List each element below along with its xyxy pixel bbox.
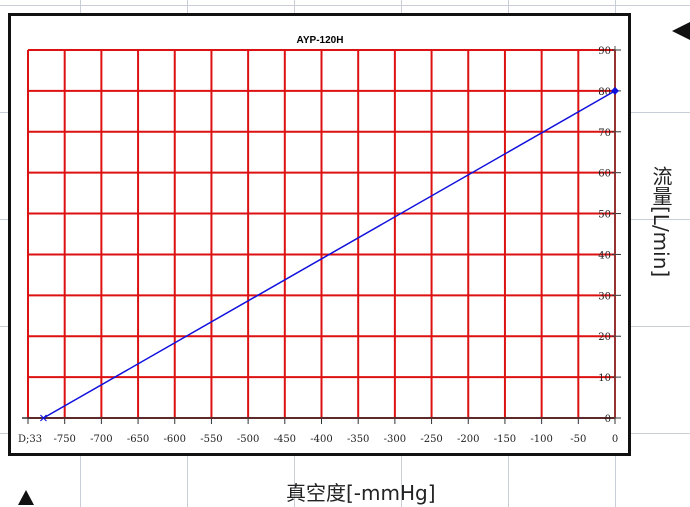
x-tick-label: -600 [164, 434, 186, 445]
y-tick-labels: 0 10 20 30 40 50 60 70 80 90 [598, 46, 611, 425]
series-line [43, 90, 616, 419]
x-tick-label: -200 [457, 434, 479, 445]
scroll-up-arrow-icon[interactable] [18, 490, 34, 505]
y-axis-label: 流量[L/min] [649, 166, 673, 278]
x-tick-label: -400 [310, 434, 332, 445]
scroll-left-arrow-icon[interactable] [672, 22, 690, 40]
data-point-end [611, 86, 619, 95]
y-tick-label: 40 [598, 250, 611, 261]
x-tick-label: -750 [53, 434, 75, 445]
y-tick-label: 90 [598, 46, 611, 57]
y-tick-label: 20 [598, 332, 611, 343]
x-tick-label: -100 [530, 434, 552, 445]
x-tick-label: -450 [274, 434, 296, 445]
x-tick-label: -550 [200, 434, 222, 445]
x-tick-label: -250 [420, 434, 442, 445]
y-tick-label: 50 [598, 210, 611, 221]
y-tick-label: 70 [598, 128, 611, 139]
x-tick-label: -500 [237, 434, 259, 445]
x-tick-label: 0 [612, 434, 618, 445]
x-tick-label: -300 [384, 434, 406, 445]
data-point-start [40, 414, 47, 422]
x-tick-label: -150 [494, 434, 516, 445]
y-tick-label: 30 [598, 291, 611, 302]
x-tick-labels: D;33 -750 -700 -650 -600 -550 -500 -450 -400 -350… [18, 434, 618, 445]
chart-title: AYP-120H [297, 35, 344, 46]
x-tick-label: -350 [347, 434, 369, 445]
y-tick-label: 60 [598, 169, 611, 180]
x-tick-label: -700 [90, 434, 112, 445]
x-tick-label: -50 [570, 434, 586, 445]
series-group [40, 86, 619, 422]
x-tick-label: D;33 [18, 434, 42, 445]
x-tick-label: -650 [127, 434, 149, 445]
y-tick-label: 10 [598, 373, 611, 384]
y-tick-label: 80 [598, 87, 611, 98]
x-axis-label: 真空度[-mmHg] [286, 481, 436, 505]
plot-border [22, 46, 616, 419]
chart-frame [8, 13, 631, 456]
y-tick-label: 0 [605, 414, 611, 425]
